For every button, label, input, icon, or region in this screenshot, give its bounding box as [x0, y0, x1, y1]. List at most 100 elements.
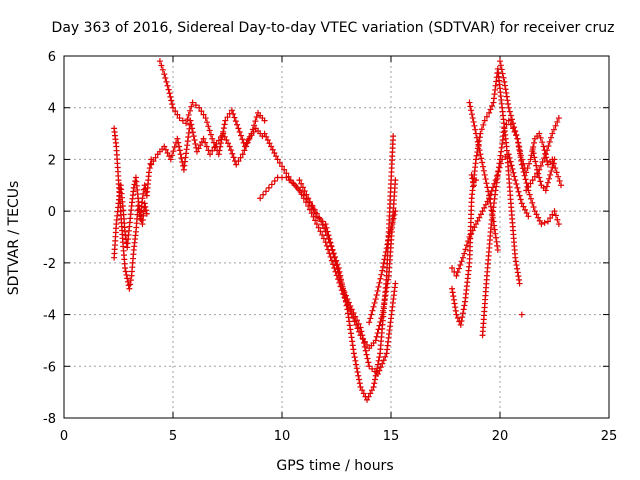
data-point: [538, 221, 545, 228]
data-point-fill: [372, 376, 379, 383]
series-seg-l: [497, 58, 562, 228]
data-point-fill: [497, 62, 504, 69]
data-point-fill: [508, 116, 515, 123]
data-point-fill: [355, 372, 362, 379]
data-point-fill: [468, 111, 475, 118]
data-point: [549, 130, 556, 137]
data-point-fill: [537, 178, 544, 185]
data-point: [390, 133, 397, 140]
data-point-fill: [523, 210, 530, 217]
data-point-fill: [511, 124, 518, 131]
data-point-fill: [328, 243, 335, 250]
data-point-fill: [480, 121, 487, 128]
data-point: [268, 143, 275, 150]
data-point: [340, 285, 347, 292]
data-point-fill: [365, 359, 372, 366]
data-point-fill: [273, 153, 280, 160]
data-point-fill: [325, 232, 332, 239]
y-tick-label: 4: [48, 102, 56, 117]
data-point: [296, 177, 303, 184]
data-point-fill: [279, 163, 285, 170]
data-point: [156, 58, 163, 65]
data-point-fill: [473, 134, 480, 141]
data-point: [200, 135, 207, 142]
data-point-fill: [333, 262, 340, 269]
data-point-fill: [174, 111, 181, 118]
series-seg-f: [257, 133, 397, 403]
data-point-fill: [516, 150, 523, 157]
data-point-fill: [371, 380, 378, 387]
series-seg-d: [156, 58, 268, 158]
data-point-fill: [537, 134, 544, 141]
data-point: [364, 396, 371, 403]
data-point-fill: [482, 201, 489, 208]
data-point-fill: [472, 126, 479, 133]
data-point-fill: [493, 238, 500, 245]
data-point: [176, 115, 183, 122]
data-point: [209, 135, 216, 142]
data-point-fill: [476, 137, 483, 144]
data-point-fill: [360, 336, 367, 343]
data-point: [366, 319, 373, 326]
data-point-fill: [299, 184, 306, 191]
data-point: [161, 71, 168, 78]
data-point-fill: [224, 114, 231, 121]
data-point-fill: [383, 245, 390, 252]
data-point-fill: [506, 154, 513, 161]
data-point-fill: [344, 296, 351, 303]
data-point-fill: [546, 138, 553, 145]
data-point: [555, 221, 562, 228]
data-point-fill: [544, 179, 551, 186]
data-point-fill: [308, 202, 315, 209]
data-point: [281, 166, 288, 173]
data-point-fill: [268, 181, 275, 188]
data-point-fill: [501, 82, 508, 89]
data-point-fill: [380, 260, 387, 267]
data-point-fill: [548, 134, 555, 141]
data-point: [385, 234, 392, 240]
data-point-fill: [388, 222, 395, 229]
series-seg-g: [296, 177, 399, 378]
data-point-fill: [243, 140, 250, 147]
data-point: [222, 117, 229, 124]
data-point-fill: [471, 224, 478, 231]
x-tick-label: 20: [492, 429, 509, 444]
data-point-fill: [337, 277, 344, 284]
data-point-fill: [347, 302, 354, 309]
data-point: [148, 161, 155, 168]
data-point: [183, 120, 190, 127]
data-point-fill: [167, 93, 174, 100]
data-point: [473, 221, 480, 228]
data-point: [536, 130, 543, 137]
data-point: [170, 104, 176, 111]
y-tick-label: 0: [48, 205, 56, 220]
data-point-fill: [488, 207, 495, 214]
data-point-fill: [381, 256, 388, 263]
data-point: [126, 285, 133, 292]
data-point-fill: [508, 162, 515, 169]
data-point-fill: [355, 320, 362, 327]
data-point: [466, 99, 473, 106]
data-point: [453, 272, 460, 279]
data-point-fill: [552, 212, 559, 219]
data-point: [473, 130, 480, 137]
data-point: [215, 151, 222, 158]
x-tick-label: 15: [383, 429, 400, 444]
data-point: [257, 195, 264, 202]
data-point-fill: [235, 158, 242, 165]
data-point: [357, 324, 364, 331]
data-point: [348, 306, 355, 313]
data-point: [510, 120, 517, 127]
data-point: [518, 311, 525, 318]
data-point-fill: [217, 143, 224, 150]
x-tick-label: 25: [601, 429, 618, 444]
data-point-fill: [353, 321, 360, 328]
data-point: [459, 254, 466, 261]
data-point-fill: [383, 284, 390, 291]
data-point-fill: [539, 159, 546, 166]
data-point-fill: [487, 200, 494, 207]
data-point-fill: [454, 315, 461, 322]
data-point-fill: [367, 315, 374, 322]
data-point-fill: [554, 216, 561, 223]
data-point-fill: [376, 354, 383, 361]
